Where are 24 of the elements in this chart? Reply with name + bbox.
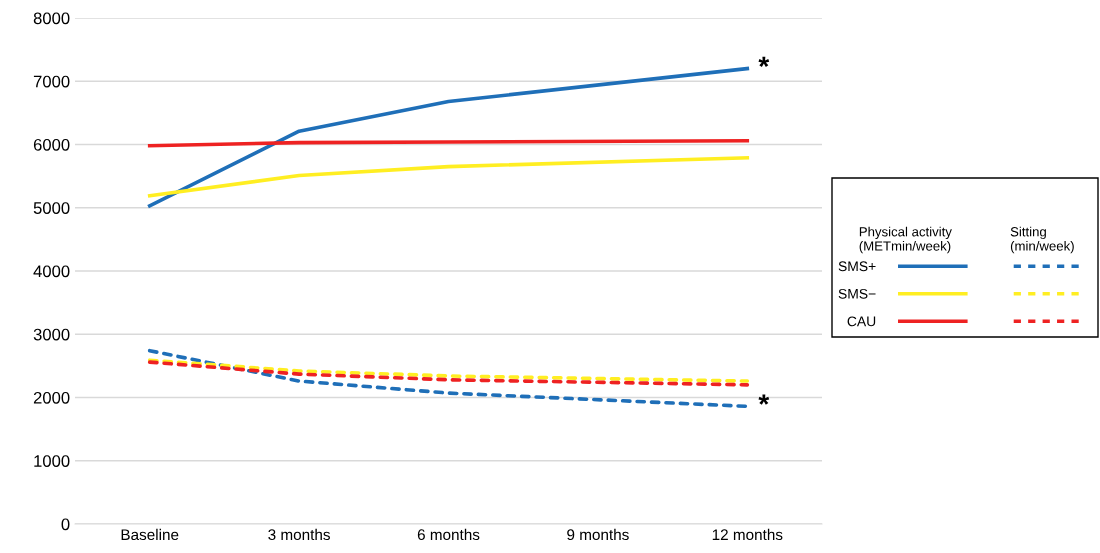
line-series — [147, 155, 750, 198]
y-tick-label: 6000 — [33, 138, 70, 151]
line-series — [147, 66, 750, 208]
legend-label: SMS− — [838, 288, 876, 299]
x-tick-label: 6 months — [417, 528, 480, 541]
x-tick-label: 9 months — [567, 528, 629, 541]
y-tick-label: 2000 — [33, 391, 70, 404]
legend-label: CAU — [847, 316, 876, 327]
y-tick-label: 0 — [61, 518, 70, 531]
text: Sitting (min/week) — [1010, 226, 1074, 254]
line-series — [147, 348, 750, 409]
x-tick-label: 12 months — [712, 528, 783, 541]
y-tick-label: 4000 — [33, 265, 70, 278]
legend-label: SMS+ — [838, 261, 876, 272]
y-tick-label: 3000 — [33, 328, 70, 341]
x-tick-label: 3 months — [268, 528, 330, 541]
y-tick-label: 1000 — [34, 455, 70, 467]
y-tick-label: 8000 — [33, 12, 70, 25]
annotation: * — [758, 56, 770, 68]
y-tick-label: 7000 — [33, 75, 70, 88]
annotation: * — [758, 394, 770, 405]
text: Physical activity (METmin/week) — [859, 226, 952, 254]
x-tick-label: Baseline — [121, 528, 179, 541]
y-tick-label: 5000 — [33, 202, 70, 214]
